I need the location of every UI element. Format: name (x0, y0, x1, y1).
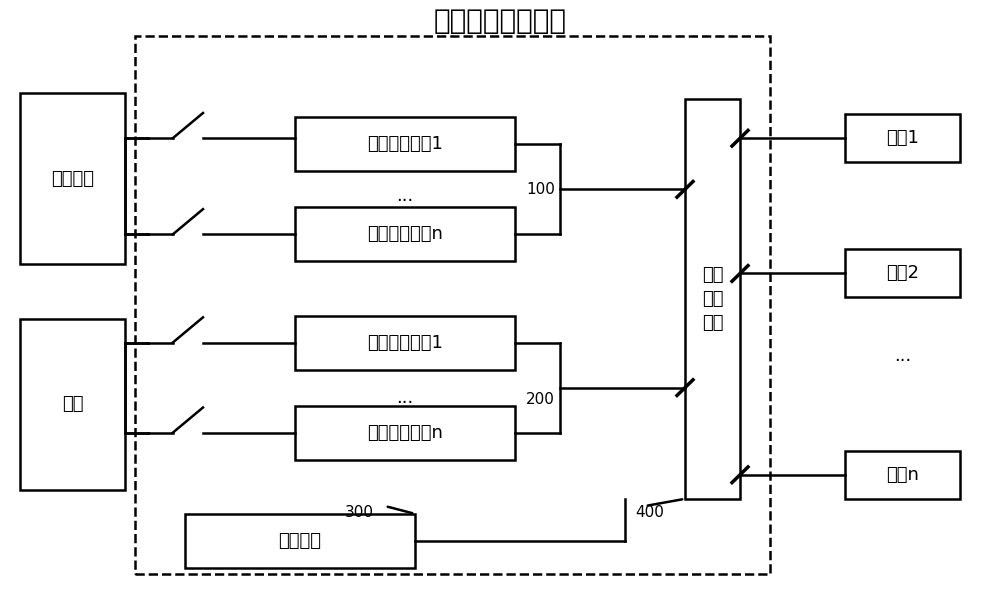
Bar (845, 114, 960, 162)
Text: 直流充电模块n: 直流充电模块n (367, 424, 443, 442)
Text: ···: ··· (894, 352, 912, 370)
Text: ···: ··· (396, 192, 414, 210)
Bar (20, 93, 125, 264)
Bar (295, 316, 515, 370)
Text: 车位n: 车位n (886, 466, 919, 484)
Text: 电网: 电网 (62, 395, 83, 413)
Text: ···: ··· (396, 394, 414, 412)
Text: 群充直流充电系统: 群充直流充电系统 (434, 7, 566, 35)
Bar (295, 117, 515, 171)
Text: 400: 400 (635, 505, 664, 519)
Bar (185, 514, 415, 568)
Text: 功率
分配
模块: 功率 分配 模块 (702, 266, 723, 332)
Bar (295, 406, 515, 460)
Text: 光伏充电模块1: 光伏充电模块1 (367, 135, 443, 153)
Text: 光伏充电模块n: 光伏充电模块n (367, 225, 443, 243)
Text: 车位1: 车位1 (886, 129, 919, 147)
Text: 光伏组件: 光伏组件 (51, 170, 94, 188)
Text: 直流充电模块1: 直流充电模块1 (367, 334, 443, 352)
Bar (295, 207, 515, 261)
Text: 200: 200 (526, 392, 555, 407)
Text: 车位2: 车位2 (886, 264, 919, 282)
Bar (685, 99, 740, 499)
Text: 控制模块: 控制模块 (278, 532, 322, 550)
Text: 100: 100 (526, 182, 555, 197)
Bar (20, 319, 125, 490)
Bar (845, 249, 960, 297)
Bar (135, 36, 770, 574)
Text: 300: 300 (345, 505, 374, 519)
Bar (845, 451, 960, 499)
